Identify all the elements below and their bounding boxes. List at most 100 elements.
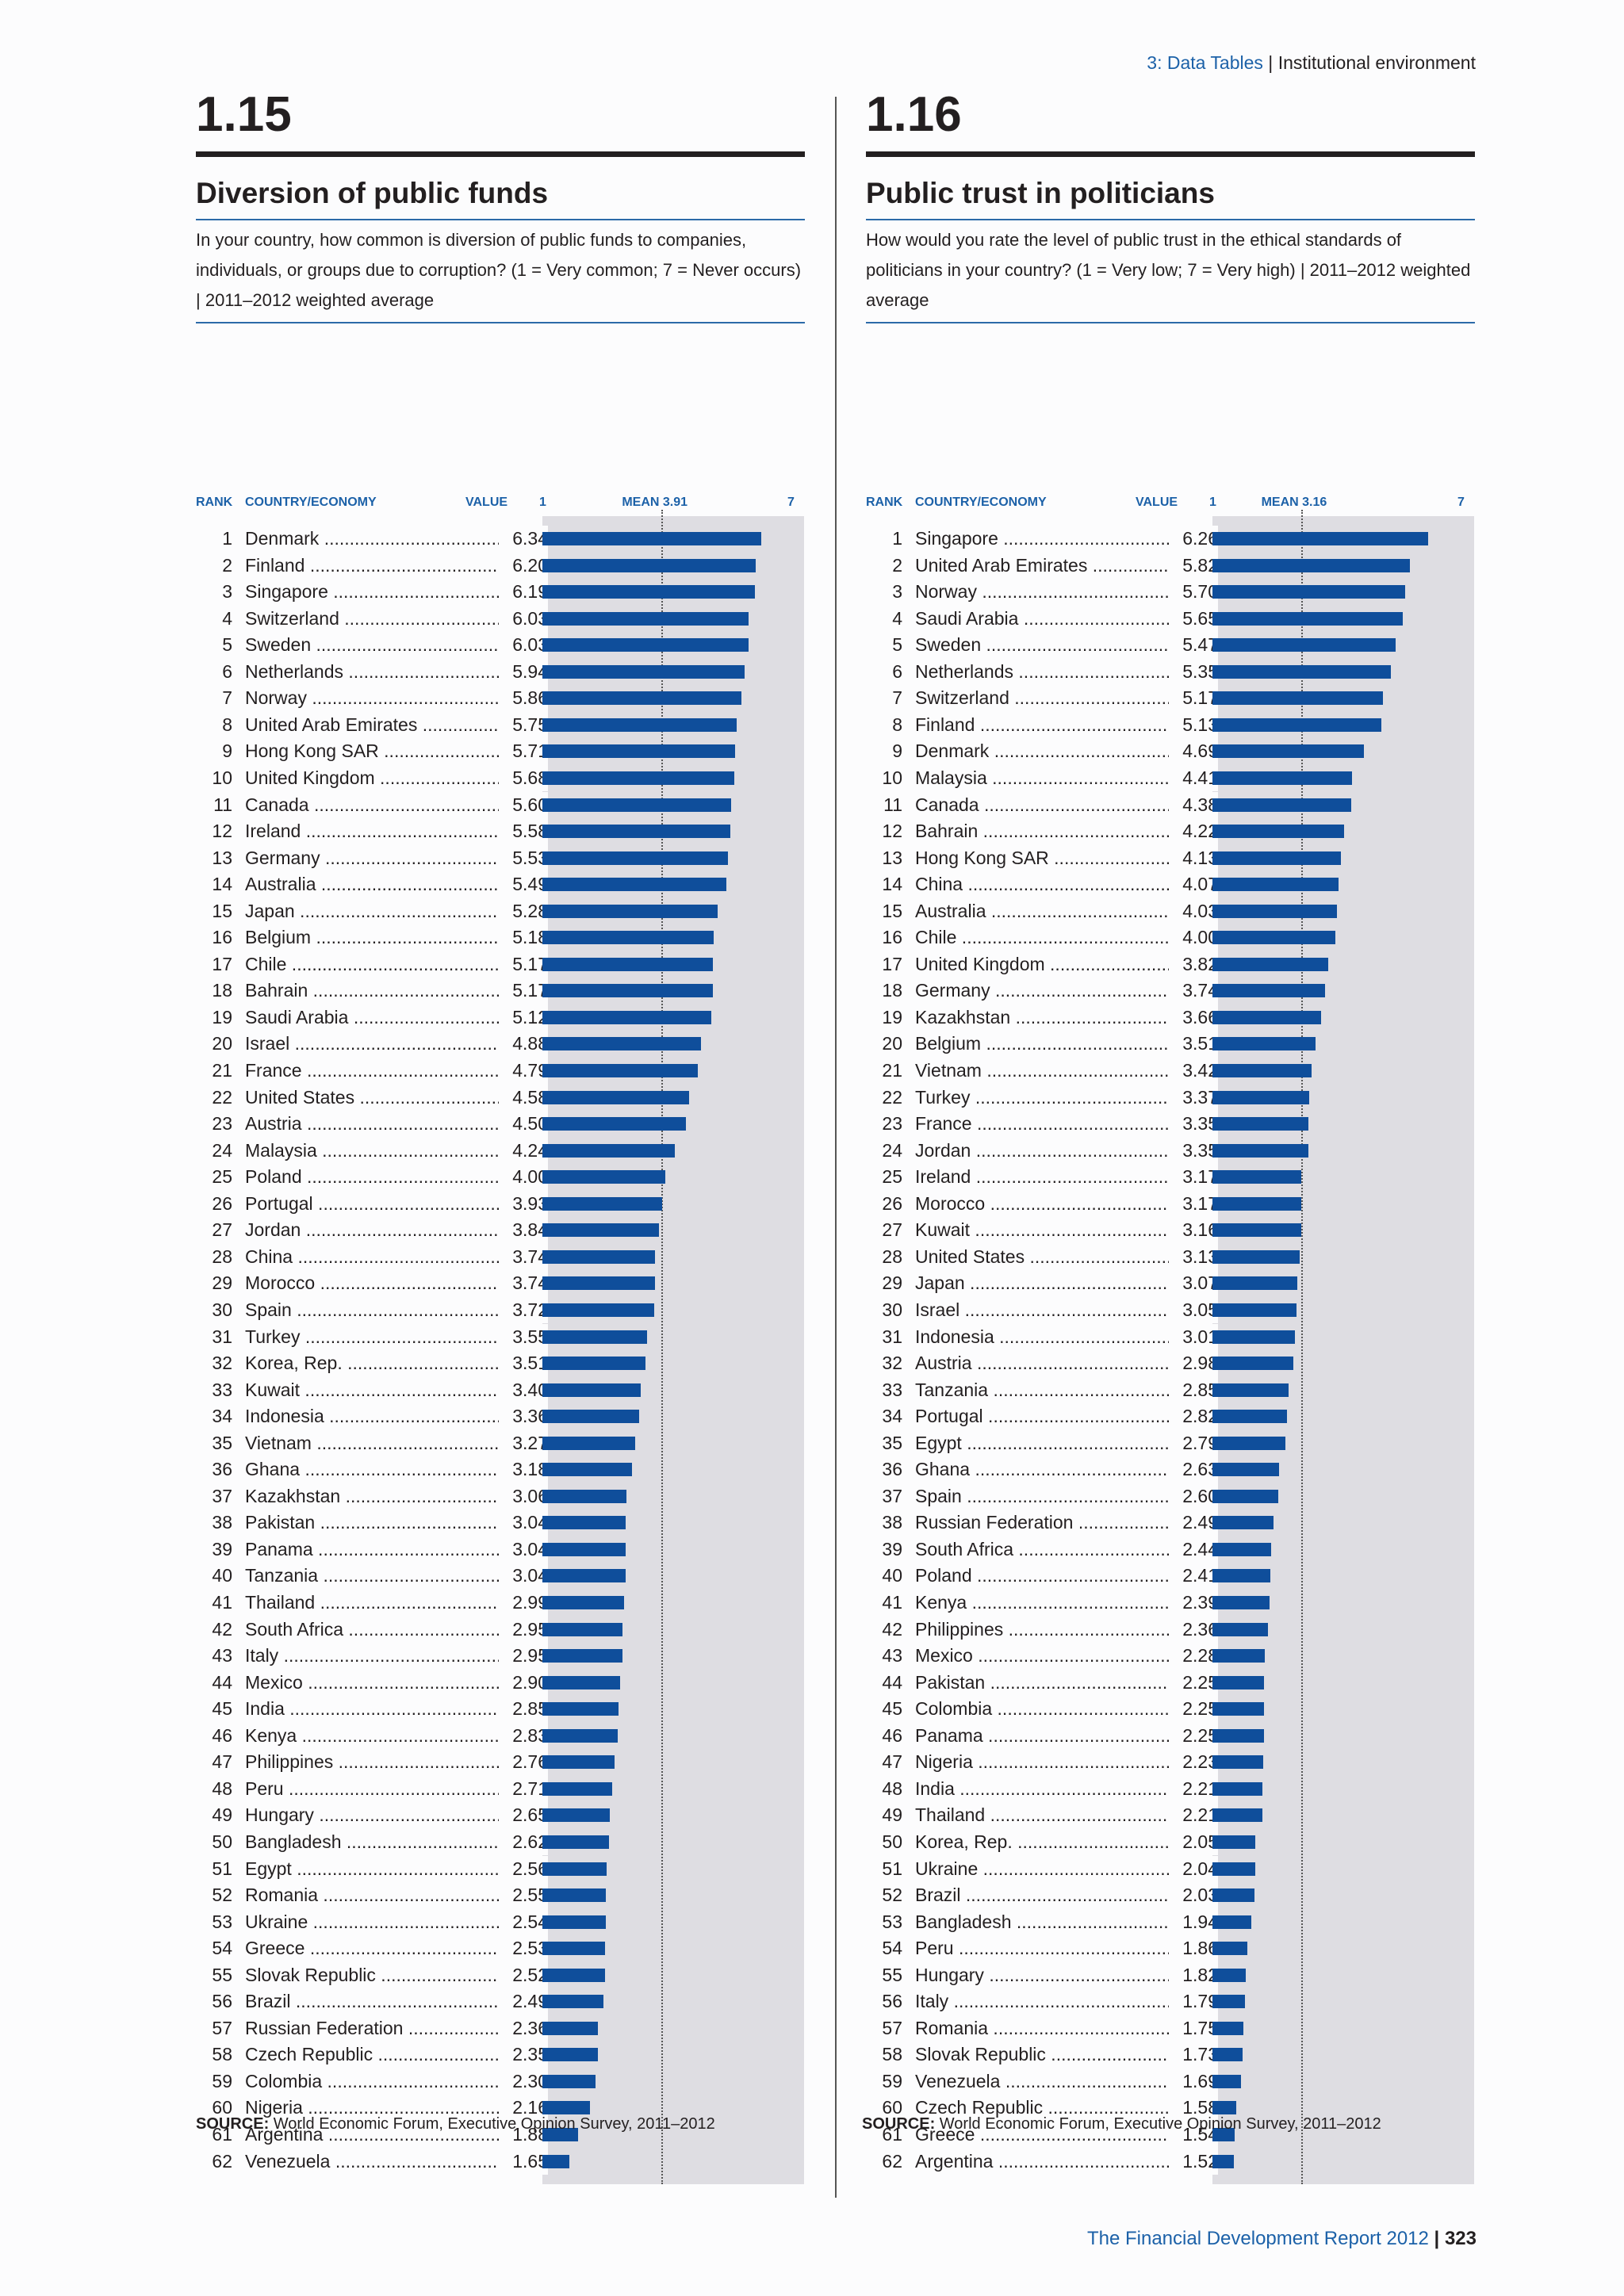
header-separator: | [1262,52,1278,73]
table-row: 54 Peru1.86 [866,1935,1475,1962]
rank-label: 46 [882,1724,902,1746]
value-label: 6.03 [499,632,548,659]
table-row: 59 Colombia2.30 [196,2068,805,2095]
rank-label: 27 [882,1219,902,1241]
value-label: 2.25 [1169,1696,1218,1723]
value-label: 3.04 [499,1536,548,1563]
page-number: 323 [1444,2228,1477,2249]
value-label: 3.74 [499,1243,548,1271]
rank-label: 18 [882,980,902,1001]
country-label: Tanzania [915,1377,1181,1404]
rank-label: 20 [212,1033,232,1054]
rank-label: 16 [882,927,902,948]
source-text: World Economic Forum, Executive Opinion … [935,2115,1381,2133]
country-label: Italy [245,1643,511,1670]
table-row: 10 Malaysia4.41 [866,764,1475,792]
country-label: Mexico [915,1643,1181,1670]
rank-label: 58 [212,2044,232,2065]
rank-label: 44 [212,1671,232,1693]
country-label: Japan [245,898,511,925]
table-row: 13 Germany5.53 [196,844,805,872]
country-label: Russian Federation [915,1510,1181,1536]
value-label: 5.70 [1169,579,1218,606]
table-description: How would you rate the level of public t… [866,230,1471,310]
table-row: 24 Jordan3.35 [866,1137,1475,1165]
country-label: Morocco [245,1270,511,1297]
bar [542,1383,641,1397]
rank-label: 28 [212,1246,232,1267]
rank-label: 3 [222,581,232,603]
country-label: Russian Federation [245,2015,511,2042]
table-row: 35 Vietnam3.27 [196,1429,805,1457]
country-label: Philippines [245,1749,511,1776]
bar [1212,2101,1236,2115]
rank-label: 13 [882,847,902,868]
scale-max-label: 7 [787,496,795,509]
bar [542,825,730,839]
table-number: 1.15 [196,87,292,142]
country-label: Greece [245,1935,511,1962]
table-row: 14 China4.07 [866,871,1475,898]
rank-label: 62 [212,2150,232,2172]
rank-label: 7 [222,687,232,709]
bar [542,1968,605,1982]
country-label: Norway [245,685,511,712]
value-label: 4.00 [1169,924,1218,951]
rank-label: 1 [222,528,232,549]
table-row: 58 Czech Republic2.35 [196,2042,805,2068]
bar [1212,1117,1309,1131]
table-row: 35 Egypt2.79 [866,1429,1475,1457]
table-row: 39 Panama3.04 [196,1536,805,1563]
value-label: 3.42 [1169,1058,1218,1085]
rank-label: 54 [882,1938,902,1959]
col-value-header: VALUE [465,496,508,509]
table-row: 11 Canada5.60 [196,791,805,819]
rank-label: 4 [222,607,232,629]
value-label: 4.79 [499,1058,548,1085]
country-label: Turkey [245,1324,511,1351]
bar [542,1569,626,1583]
table-row: 32 Korea, Rep.3.51 [196,1350,805,1377]
bar [1212,1143,1309,1158]
value-label: 2.85 [1169,1376,1218,1404]
country-label: Vietnam [915,1058,1181,1085]
value-label: 3.72 [499,1296,548,1324]
country-label: Netherlands [915,659,1181,686]
bar [542,1143,676,1158]
bar [542,1276,655,1291]
bar [1212,931,1335,945]
country-label: Germany [245,845,511,872]
value-label: 2.83 [499,1722,548,1750]
rank-label: 60 [212,2097,232,2118]
value-label: 3.27 [499,1429,548,1457]
rank-label: 12 [882,821,902,842]
country-label: Romania [245,1882,511,1909]
country-label: Ghana [915,1456,1181,1483]
value-label: 3.74 [1169,978,1218,1004]
value-label: 1.88 [499,2122,548,2149]
value-label: 3.84 [499,1217,548,1244]
table-row: 55 Slovak Republic2.52 [196,1961,805,1989]
table-row: 22 Turkey3.37 [866,1084,1475,1112]
table-row: 19 Saudi Arabia5.12 [196,1004,805,1031]
value-label: 2.36 [1169,1616,1218,1644]
rank-label: 55 [212,1964,232,1985]
title-rule [196,219,805,220]
country-label: Panama [915,1723,1181,1750]
rank-label: 5 [892,634,902,656]
bar [1212,1888,1255,1903]
value-label: 3.93 [499,1190,548,1218]
value-label: 1.54 [1169,2122,1218,2149]
rank-label: 27 [212,1219,232,1241]
table-row: 44 Mexico2.90 [196,1669,805,1697]
value-label: 5.12 [499,1004,548,1031]
value-label: 4.22 [1169,818,1218,845]
value-label: 3.16 [1169,1217,1218,1244]
col-value-header: VALUE [1136,496,1178,509]
value-label: 1.94 [1169,1908,1218,1936]
value-label: 2.28 [1169,1643,1218,1670]
rank-label: 35 [212,1432,232,1453]
country-label: Argentina [245,2122,511,2149]
bar [542,1516,626,1530]
value-label: 2.60 [1169,1483,1218,1510]
